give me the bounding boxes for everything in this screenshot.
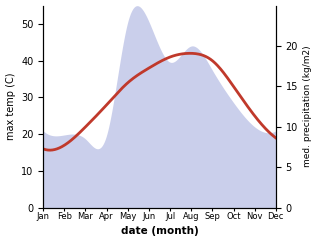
Y-axis label: max temp (C): max temp (C) bbox=[5, 73, 16, 140]
X-axis label: date (month): date (month) bbox=[121, 227, 198, 236]
Y-axis label: med. precipitation (kg/m2): med. precipitation (kg/m2) bbox=[303, 46, 313, 167]
